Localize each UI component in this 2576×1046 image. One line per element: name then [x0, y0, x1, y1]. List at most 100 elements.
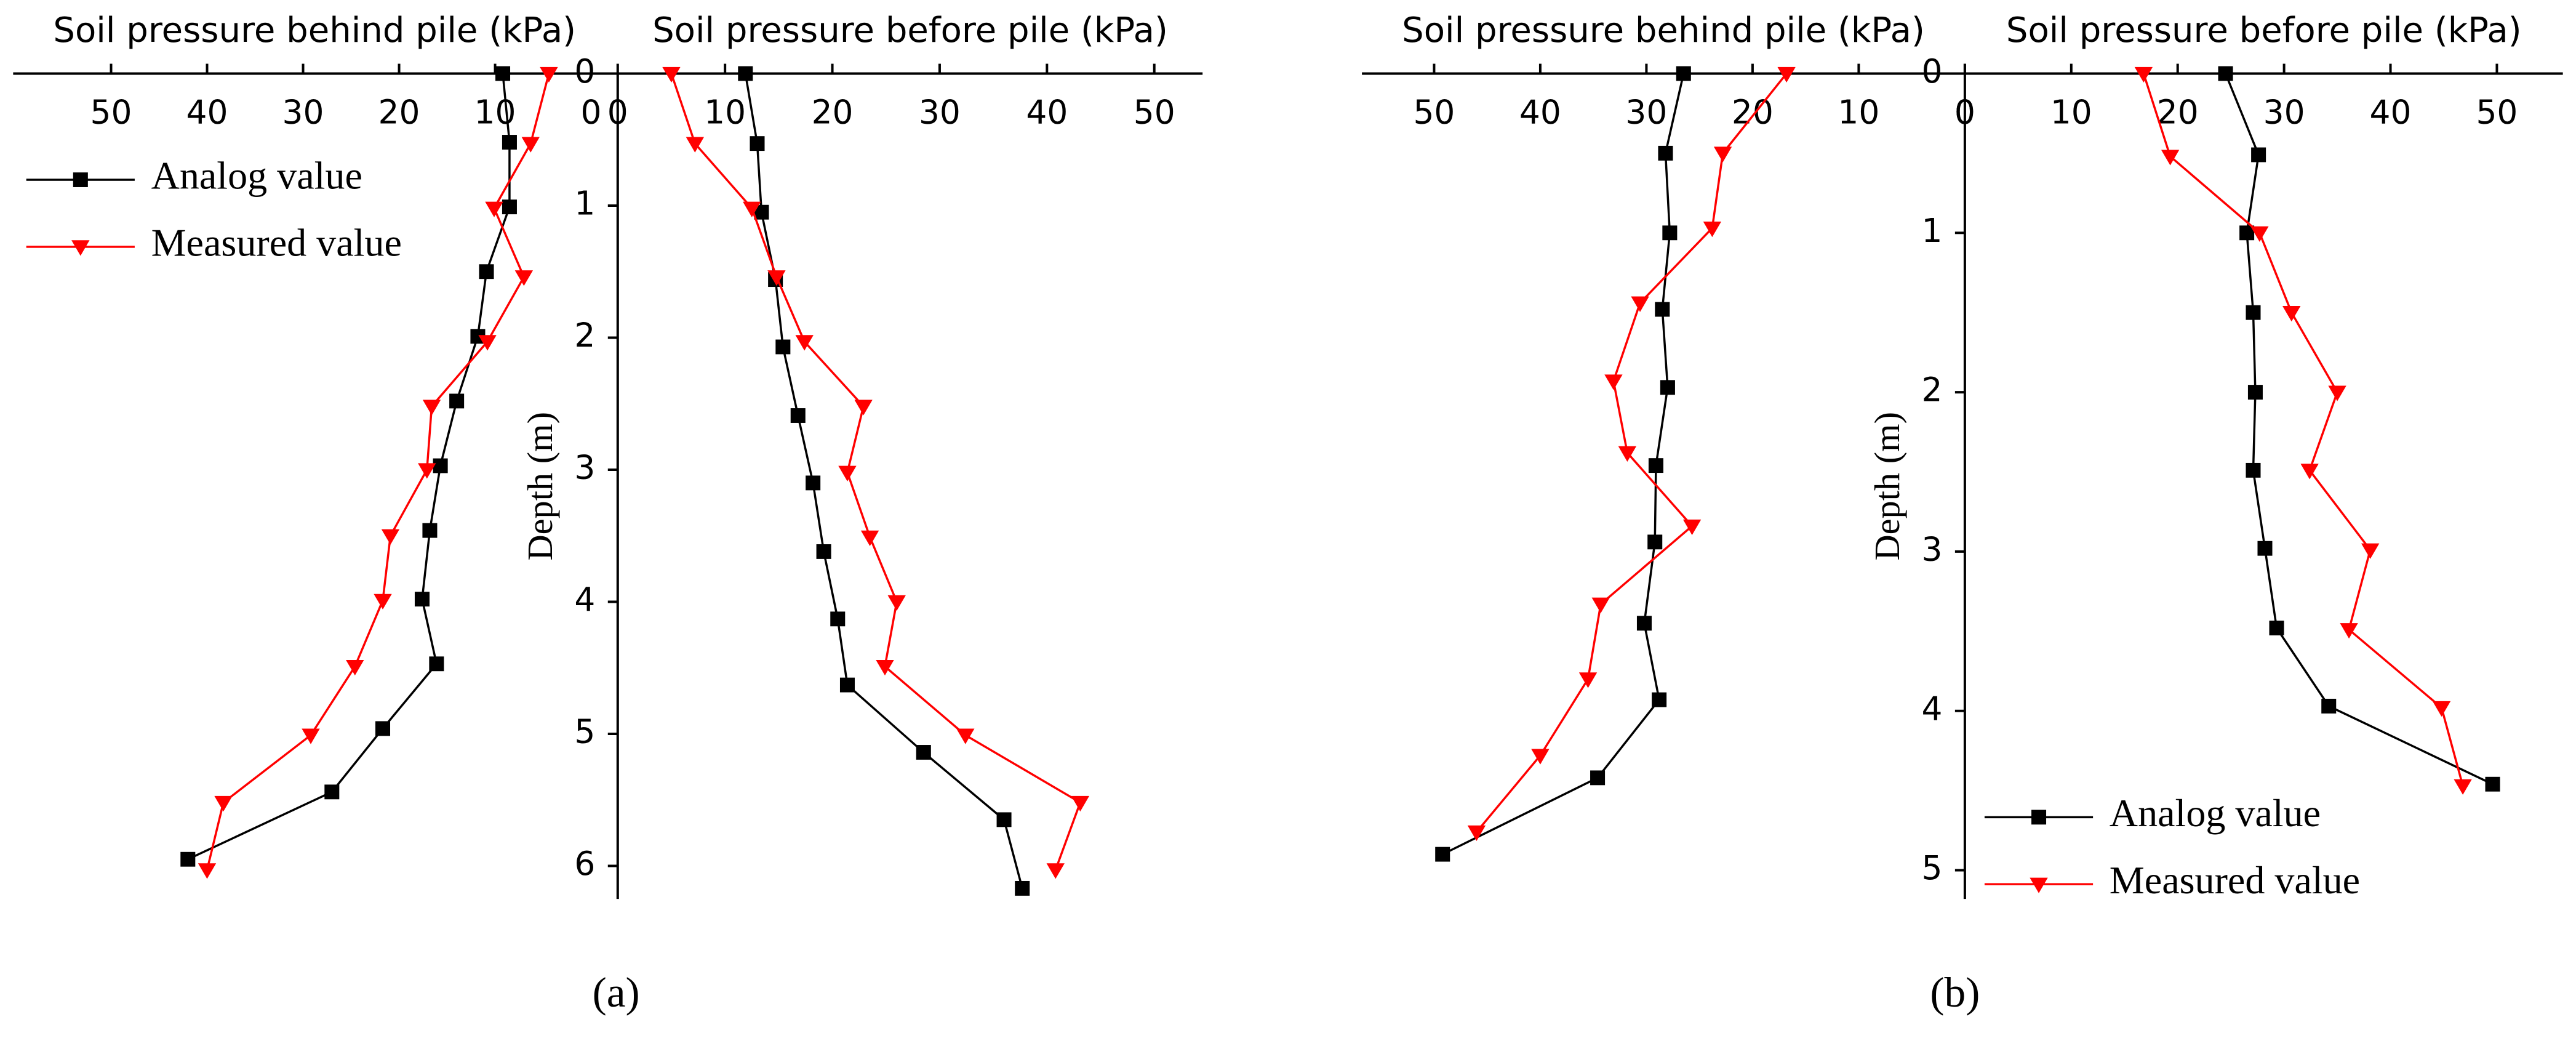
marker	[2246, 462, 2261, 478]
marker	[198, 863, 217, 879]
y-tick-label: 5	[574, 713, 595, 751]
marker	[324, 784, 340, 800]
marker	[422, 523, 438, 538]
marker	[2134, 66, 2153, 83]
chart-title: Soil pressure before pile (kPa)	[2006, 10, 2522, 50]
series-line	[2224, 73, 2494, 786]
marker	[414, 592, 430, 607]
marker	[2257, 541, 2273, 556]
marker	[502, 199, 517, 215]
y-tick-label: 0	[574, 52, 595, 91]
marker	[1071, 795, 1090, 812]
marker	[838, 465, 857, 481]
marker	[433, 458, 448, 473]
y-tick-label: 2	[1922, 371, 1943, 409]
marker	[478, 335, 497, 351]
marker	[806, 475, 821, 491]
x-tick-label: 50	[90, 94, 132, 132]
chart-title: Soil pressure behind pile (kPa)	[1402, 10, 1925, 50]
marker	[2218, 66, 2233, 81]
marker	[73, 172, 88, 187]
marker	[1435, 847, 1450, 862]
y-axis-label: Depth (m)	[520, 412, 560, 561]
marker	[2432, 701, 2451, 717]
y-tick-label: 5	[1922, 849, 1943, 887]
series-line	[744, 73, 1023, 889]
legend-label: Analog value	[151, 154, 362, 198]
marker	[1682, 519, 1702, 536]
y-tick-label: 4	[1922, 690, 1943, 728]
marker	[2321, 698, 2337, 714]
marker	[956, 728, 975, 744]
x-tick-label: 30	[282, 94, 324, 132]
marker	[2485, 776, 2500, 792]
marker	[743, 201, 761, 217]
x-tick-label: 0	[581, 94, 602, 132]
series-line	[670, 73, 1082, 871]
marker	[1647, 534, 1663, 550]
marker	[495, 66, 511, 81]
marker	[2031, 810, 2047, 825]
series-line	[2142, 73, 2464, 786]
marker	[429, 656, 444, 672]
marker	[1591, 597, 1610, 613]
x-tick-label: 30	[2263, 94, 2305, 132]
marker	[1648, 458, 1663, 473]
marker	[1578, 672, 1598, 688]
x-tick-label: 10	[1838, 94, 1879, 132]
marker	[1703, 221, 1722, 238]
marker	[795, 335, 814, 351]
x-tick-label: 40	[1519, 94, 1561, 132]
x-tick-label: 50	[2476, 94, 2518, 132]
marker	[750, 136, 765, 151]
marker	[2361, 543, 2380, 559]
marker	[830, 611, 846, 627]
marker	[1631, 296, 1649, 312]
marker	[502, 135, 517, 150]
marker	[1604, 374, 1623, 390]
x-tick-label: 10	[704, 94, 746, 132]
marker	[1046, 863, 1065, 879]
marker	[2247, 385, 2263, 400]
marker	[1590, 770, 1606, 786]
marker	[2246, 305, 2261, 320]
marker	[374, 593, 392, 609]
marker	[514, 270, 534, 286]
marker	[375, 721, 391, 736]
x-tick-label: 30	[919, 94, 961, 132]
marker	[346, 659, 364, 676]
marker	[422, 400, 441, 416]
x-tick-label: 50	[1134, 94, 1175, 132]
x-tick-label: 50	[1413, 94, 1455, 132]
x-tick-label: 20	[2157, 94, 2199, 132]
x-tick-label: 40	[186, 94, 228, 132]
x-tick-label: 30	[1625, 94, 1667, 132]
x-tick-label: 20	[378, 94, 420, 132]
chart-title: Soil pressure before pile (kPa)	[652, 10, 1168, 50]
marker	[2282, 306, 2301, 322]
marker	[887, 595, 906, 611]
marker	[2239, 225, 2255, 241]
marker	[775, 339, 791, 355]
marker	[686, 137, 705, 153]
marker	[381, 529, 400, 545]
caption: (a)	[593, 968, 640, 1016]
marker	[71, 240, 90, 256]
marker	[1618, 446, 1637, 462]
marker	[180, 851, 196, 867]
marker	[996, 812, 1012, 827]
marker	[839, 677, 855, 693]
legend-label: Analog value	[2110, 791, 2321, 835]
y-tick-label: 6	[574, 845, 595, 883]
marker	[1662, 225, 1678, 241]
y-tick-label: 1	[574, 185, 595, 223]
y-axis-label: Depth (m)	[1867, 412, 1907, 561]
x-tick-label: 20	[812, 94, 854, 132]
marker	[1652, 692, 1667, 707]
x-tick-label: 10	[2050, 94, 2092, 132]
marker	[1660, 380, 1675, 395]
marker	[485, 201, 503, 217]
marker	[540, 66, 558, 83]
